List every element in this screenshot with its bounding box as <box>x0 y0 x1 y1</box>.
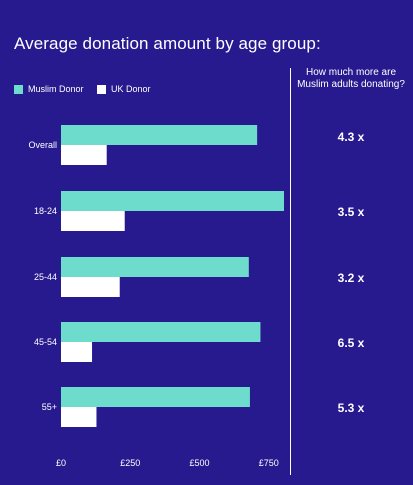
bar-muslim-donor <box>61 125 258 145</box>
chart-title: Average donation amount by age group: <box>14 34 321 53</box>
bar-uk-donor <box>61 342 93 362</box>
legend-label-muslim: Muslim Donor <box>28 84 84 94</box>
legend-item-muslim: Muslim Donor <box>14 84 84 94</box>
ratio-overall: 4.3 x <box>337 130 365 144</box>
x-tick-label: £500 <box>189 458 209 468</box>
legend-item-uk: UK Donor <box>97 84 151 94</box>
bar-uk-donor <box>61 277 120 297</box>
ratio-55-plus: 5.3 x <box>337 401 365 415</box>
bar-muslim-donor <box>61 387 250 407</box>
category-label: 55+ <box>42 402 57 412</box>
x-tick-label: £750 <box>259 458 279 468</box>
ratio-45-54: 6.5 x <box>337 336 365 350</box>
category-label: 18-24 <box>34 206 57 216</box>
category-label: 25-44 <box>34 272 57 282</box>
bar-muslim-donor <box>61 322 261 342</box>
bar-uk-donor <box>61 145 107 165</box>
bar-muslim-donor <box>61 191 284 211</box>
bar-uk-donor <box>61 211 125 231</box>
legend-swatch-muslim <box>14 84 23 94</box>
ratio-18-24: 3.5 x <box>337 205 365 219</box>
ratio-column-header: How much more are Muslim adults donating… <box>297 67 405 90</box>
x-tick-label: £250 <box>120 458 140 468</box>
ratio-25-44: 3.2 x <box>337 271 365 285</box>
bar-uk-donor <box>61 407 97 427</box>
x-tick-label: £0 <box>56 458 66 468</box>
category-label: Overall <box>28 140 57 150</box>
column-divider <box>290 68 291 475</box>
category-label: 45-54 <box>34 337 57 347</box>
legend-label-uk: UK Donor <box>111 84 151 94</box>
legend-swatch-uk <box>97 84 106 94</box>
bar-muslim-donor <box>61 257 249 277</box>
